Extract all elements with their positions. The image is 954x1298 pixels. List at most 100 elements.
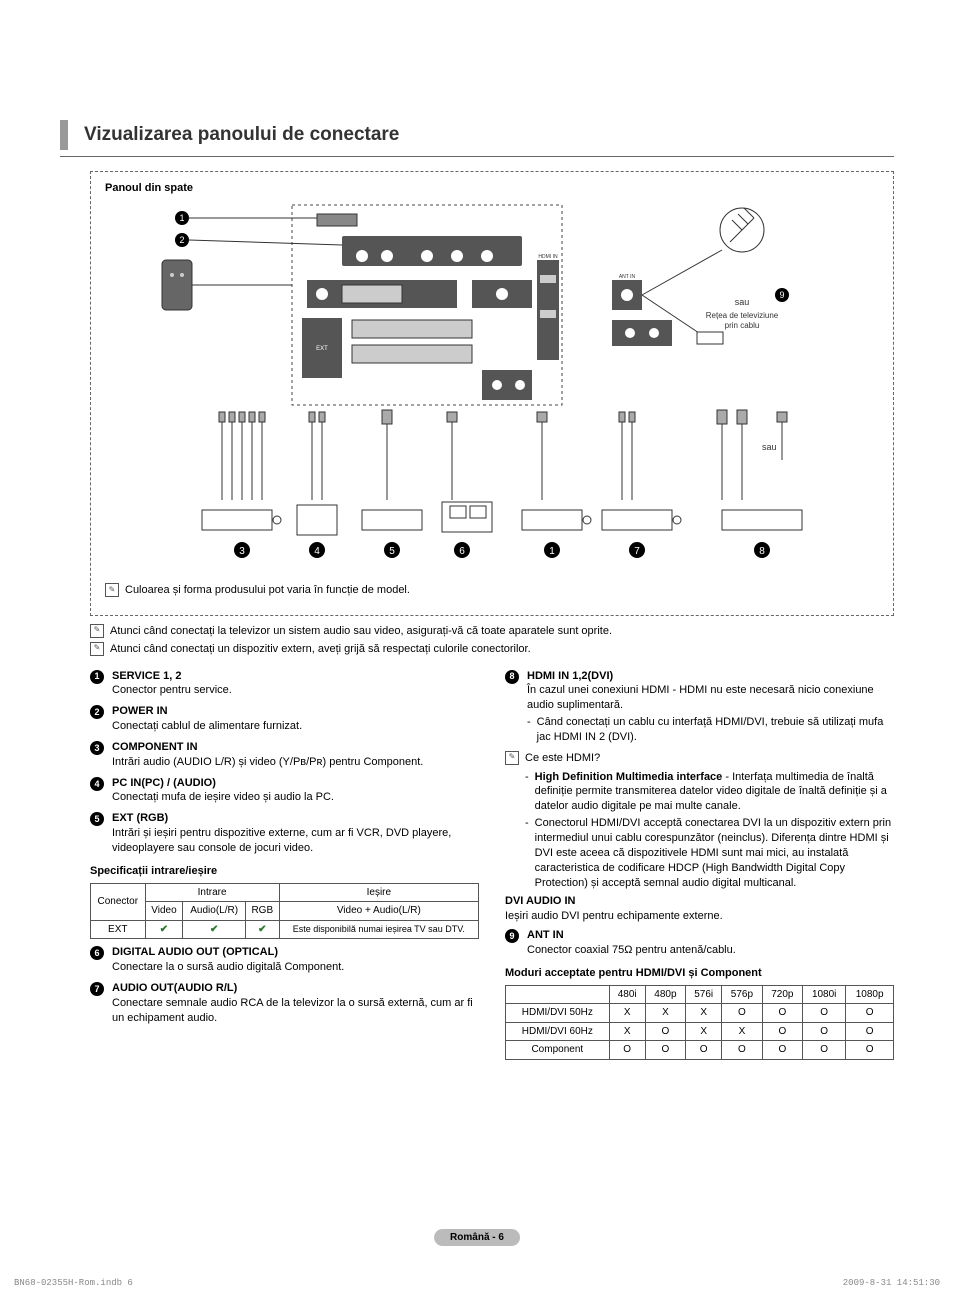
badge-1: 1 bbox=[90, 670, 104, 684]
table-cell: O bbox=[762, 1022, 802, 1041]
table-cell: O bbox=[645, 1022, 685, 1041]
badge-5: 5 bbox=[90, 812, 104, 826]
note-icon: ✎ bbox=[505, 751, 519, 765]
item-title: AUDIO OUT(AUDIO R/L) bbox=[112, 981, 479, 996]
table-header: Video bbox=[145, 902, 183, 921]
table-cell: O bbox=[762, 1004, 802, 1023]
global-note-1: Atunci când conectați un dispozitiv exte… bbox=[110, 642, 531, 657]
table-cell: X bbox=[609, 1022, 645, 1041]
item-title: EXT (RGB) bbox=[112, 811, 479, 826]
io-spec-table: Conector Intrare Ieșire Video Audio(L/R)… bbox=[90, 883, 479, 940]
table-header: Intrare bbox=[145, 883, 279, 902]
dash: - bbox=[525, 770, 529, 815]
dash: - bbox=[525, 816, 529, 890]
svg-text:PC IN: PC IN bbox=[374, 274, 390, 280]
badge-9: 9 bbox=[505, 929, 519, 943]
note-icon: ✎ bbox=[105, 583, 119, 597]
item-desc: Conectați mufa de ieșire video și audio … bbox=[112, 790, 479, 805]
table-cell: EXT bbox=[91, 920, 146, 939]
table-header: Conector bbox=[91, 883, 146, 920]
item-title: DIGITAL AUDIO OUT (OPTICAL) bbox=[112, 945, 479, 960]
hdmi-bullet-1: Conectorul HDMI/DVI acceptă conectarea D… bbox=[535, 816, 894, 890]
table-cell: HDMI/DVI 60Hz bbox=[506, 1022, 610, 1041]
table-header: Ieșire bbox=[279, 883, 478, 902]
svg-text:1: 1 bbox=[179, 213, 184, 223]
table-cell: Este disponibilă numai ieșirea TV sau DT… bbox=[279, 920, 478, 939]
table-cell: O bbox=[846, 1022, 894, 1041]
hdmi-bullet-0: High Definition Multimedia interface - I… bbox=[535, 770, 894, 815]
item-desc: Intrări și ieșiri pentru dispozitive ext… bbox=[112, 826, 479, 856]
svg-text:6: 6 bbox=[459, 546, 465, 557]
item-desc: Conectare la o sursă audio digitală Comp… bbox=[112, 960, 479, 975]
table-header: Video + Audio(L/R) bbox=[279, 902, 478, 921]
svg-text:9: 9 bbox=[779, 290, 784, 300]
doc-meta: BN68-02355H-Rom.indb 6 2009-8-31 14:51:3… bbox=[14, 1278, 940, 1288]
table-header: RGB bbox=[245, 902, 279, 921]
rear-panel-diagram: COMPONENT IN PC IN DVI AUDIO IN EXT bbox=[105, 200, 879, 580]
table-cell: ✔ bbox=[145, 920, 183, 939]
table-header: 1080i bbox=[803, 985, 846, 1004]
svg-text:HDMI IN: HDMI IN bbox=[538, 254, 558, 260]
item-desc: Conector pentru service. bbox=[112, 683, 479, 698]
table-row: Component O O O O O O O bbox=[506, 1041, 894, 1060]
table-header: 480p bbox=[645, 985, 685, 1004]
badge-3: 3 bbox=[90, 741, 104, 755]
badge-4: 4 bbox=[90, 777, 104, 791]
table-header: 1080p bbox=[846, 985, 894, 1004]
table-cell: X bbox=[609, 1004, 645, 1023]
table-header: 720p bbox=[762, 985, 802, 1004]
panel-note: Culoarea și forma produsului pot varia î… bbox=[125, 583, 410, 598]
table-row: HDMI/DVI 60Hz X O X X O O O bbox=[506, 1022, 894, 1041]
item-title: SERVICE 1, 2 bbox=[112, 669, 479, 684]
svg-text:Rețea de televiziune: Rețea de televiziune bbox=[706, 311, 779, 320]
table-row: HDMI/DVI 50Hz X X X O O O O bbox=[506, 1004, 894, 1023]
svg-text:1: 1 bbox=[549, 546, 555, 557]
dvi-audio-desc: Ieșiri audio DVI pentru echipamente exte… bbox=[505, 909, 894, 924]
badge-7: 7 bbox=[90, 982, 104, 996]
dash: - bbox=[527, 715, 531, 745]
table-header: Audio(L/R) bbox=[183, 902, 246, 921]
table-header: 576p bbox=[722, 985, 762, 1004]
page-title: Vizualizarea panoului de conectare bbox=[84, 124, 399, 146]
table-cell: X bbox=[645, 1004, 685, 1023]
table-header: 480i bbox=[609, 985, 645, 1004]
item-desc: Conector coaxial 75Ω pentru antenă/cablu… bbox=[527, 943, 894, 958]
table-cell: O bbox=[722, 1004, 762, 1023]
svg-text:7: 7 bbox=[634, 546, 640, 557]
dvi-audio-title: DVI AUDIO IN bbox=[505, 894, 894, 909]
svg-text:COMPONENT IN: COMPONENT IN bbox=[409, 230, 456, 236]
global-note-0: Atunci când conectați la televizor un si… bbox=[110, 624, 612, 639]
item-desc: În cazul unei conexiuni HDMI - HDMI nu e… bbox=[527, 683, 894, 713]
table-cell: O bbox=[803, 1022, 846, 1041]
io-spec-title: Specificații intrare/ieșire bbox=[90, 864, 479, 879]
svg-text:EXT: EXT bbox=[316, 346, 328, 352]
rear-panel-box: Panoul din spate COMPONENT IN PC IN bbox=[90, 171, 894, 616]
badge-8: 8 bbox=[505, 670, 519, 684]
modes-table: 480i 480p 576i 576p 720p 1080i 1080p HDM… bbox=[505, 985, 894, 1060]
diagram-or-label: sau bbox=[735, 297, 750, 307]
item-title: PC IN(PC) / (AUDIO) bbox=[112, 776, 479, 791]
doc-meta-right: 2009-8-31 14:51:30 bbox=[843, 1278, 940, 1288]
item-desc: Conectare semnale audio RCA de la televi… bbox=[112, 996, 479, 1026]
table-cell: O bbox=[645, 1041, 685, 1060]
table-cell: ✔ bbox=[245, 920, 279, 939]
item-desc: Intrări audio (AUDIO L/R) și video (Y/Pʙ… bbox=[112, 755, 479, 770]
note-icon: ✎ bbox=[90, 624, 104, 638]
right-column: 8 HDMI IN 1,2(DVI) În cazul unei conexiu… bbox=[505, 669, 894, 1060]
table-cell: O bbox=[846, 1004, 894, 1023]
table-cell: X bbox=[686, 1022, 722, 1041]
table-header bbox=[506, 985, 610, 1004]
svg-text:DVI AUDIO IN: DVI AUDIO IN bbox=[486, 274, 518, 280]
table-cell: O bbox=[609, 1041, 645, 1060]
badge-6: 6 bbox=[90, 946, 104, 960]
table-header: 576i bbox=[686, 985, 722, 1004]
svg-text:3: 3 bbox=[239, 546, 245, 557]
svg-text:prin cablu: prin cablu bbox=[725, 321, 760, 330]
badge-2: 2 bbox=[90, 705, 104, 719]
doc-meta-left: BN68-02355H-Rom.indb 6 bbox=[14, 1278, 133, 1288]
item-title: COMPONENT IN bbox=[112, 740, 479, 755]
table-cell: O bbox=[686, 1041, 722, 1060]
left-column: 1 SERVICE 1, 2 Conector pentru service. … bbox=[90, 669, 479, 1060]
svg-text:8: 8 bbox=[759, 546, 765, 557]
note-icon: ✎ bbox=[90, 642, 104, 656]
